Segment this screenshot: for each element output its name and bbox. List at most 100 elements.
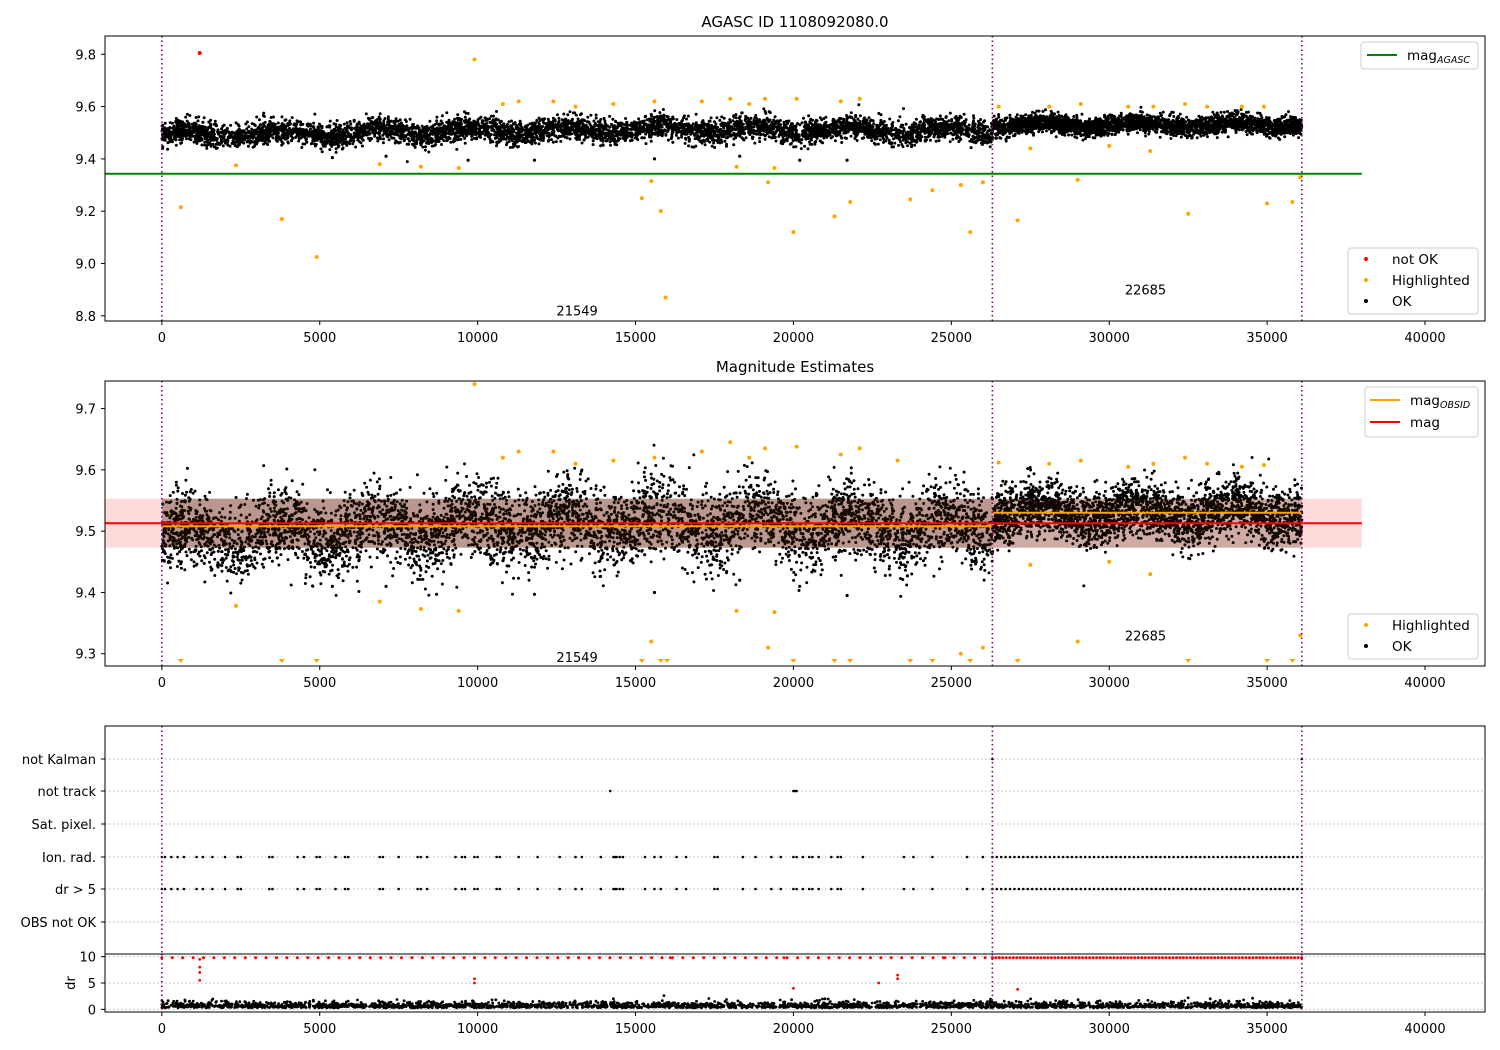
ok-point xyxy=(431,132,435,136)
ok-point xyxy=(820,118,824,122)
ok-point xyxy=(658,111,662,115)
ok-point xyxy=(530,142,534,146)
ok-point xyxy=(729,133,732,137)
ok-point xyxy=(627,127,631,131)
ok-point xyxy=(832,123,836,127)
ok-point xyxy=(349,127,353,131)
ok-point xyxy=(638,132,642,136)
ok-point xyxy=(699,139,702,143)
ok-point xyxy=(611,117,615,121)
ok-point xyxy=(387,138,391,142)
ok-point xyxy=(433,123,437,127)
ok-point xyxy=(847,121,851,125)
ok-point xyxy=(598,136,602,140)
ok-point xyxy=(281,141,285,145)
ok-point xyxy=(955,122,959,126)
ok-point xyxy=(406,137,410,141)
ok-point xyxy=(594,116,598,120)
ok-point xyxy=(706,125,710,129)
ok-point xyxy=(309,142,313,146)
ok-point xyxy=(360,137,364,141)
ok-point xyxy=(543,130,547,134)
ok-point xyxy=(428,119,432,123)
ok-point xyxy=(753,141,757,145)
ok-point xyxy=(367,136,370,140)
ok-point xyxy=(485,118,489,122)
ok-point xyxy=(491,118,495,122)
ok-point xyxy=(571,127,575,131)
ok-point xyxy=(319,140,323,143)
ok-point xyxy=(435,136,439,140)
ok-point xyxy=(363,126,367,130)
ok-point xyxy=(323,140,326,144)
ok-point xyxy=(332,128,336,132)
ok-point xyxy=(513,121,517,125)
ok-point xyxy=(988,145,992,149)
ok-point xyxy=(598,128,602,131)
ok-point xyxy=(773,131,777,135)
ok-point xyxy=(867,131,871,135)
ok-point xyxy=(793,138,797,141)
ok-point xyxy=(277,125,281,129)
ok-point xyxy=(823,121,827,125)
ok-point xyxy=(666,130,670,133)
ok-point xyxy=(815,133,819,136)
ok-point xyxy=(554,125,558,128)
ok-point xyxy=(680,129,684,133)
ok-point xyxy=(251,140,255,144)
ok-point xyxy=(912,138,916,142)
ok-point xyxy=(458,134,462,137)
ok-point xyxy=(592,119,596,123)
ok-point xyxy=(367,129,371,133)
ok-point xyxy=(194,129,198,133)
ok-point xyxy=(855,133,859,137)
ok-point xyxy=(496,118,500,122)
ok-point xyxy=(860,122,863,126)
ok-point xyxy=(876,142,880,146)
ok-point xyxy=(382,122,386,125)
ok-point xyxy=(635,124,639,127)
ok-point xyxy=(337,144,341,148)
ok-point xyxy=(502,125,506,129)
ok-point xyxy=(316,125,320,129)
ok-point xyxy=(831,119,835,123)
ok-point xyxy=(575,138,579,141)
ok-point xyxy=(386,115,390,119)
ok-point xyxy=(421,135,425,139)
panel-title: AGASC ID 1108092080.0 xyxy=(701,13,888,31)
ok-point xyxy=(683,136,687,140)
ok-point xyxy=(476,132,480,136)
ok-point xyxy=(323,144,327,148)
ok-point xyxy=(697,137,701,141)
ok-point xyxy=(763,137,767,141)
ok-point xyxy=(419,143,423,147)
ok-point xyxy=(937,139,941,143)
ok-point xyxy=(492,133,496,137)
ok-point xyxy=(188,129,192,133)
ok-point xyxy=(666,138,670,142)
ok-point xyxy=(789,126,793,130)
ok-point xyxy=(557,119,561,123)
ok-point xyxy=(448,122,452,126)
ok-point xyxy=(860,136,864,140)
ok-point xyxy=(686,114,690,118)
ok-point xyxy=(644,132,648,136)
ok-point xyxy=(202,116,206,120)
ok-point xyxy=(870,139,874,143)
ok-point xyxy=(332,122,336,126)
ok-point xyxy=(479,115,483,119)
ok-point xyxy=(933,123,937,127)
ok-point xyxy=(810,142,814,146)
ok-point xyxy=(925,120,929,124)
ok-point xyxy=(939,117,943,121)
ok-point xyxy=(559,125,563,129)
ok-point xyxy=(642,136,646,140)
ok-point xyxy=(505,143,508,147)
ok-point xyxy=(510,124,514,128)
ok-point xyxy=(281,134,285,138)
ok-point xyxy=(732,137,736,141)
ok-point xyxy=(845,116,849,120)
ok-point xyxy=(284,118,288,122)
ok-point xyxy=(520,126,524,130)
